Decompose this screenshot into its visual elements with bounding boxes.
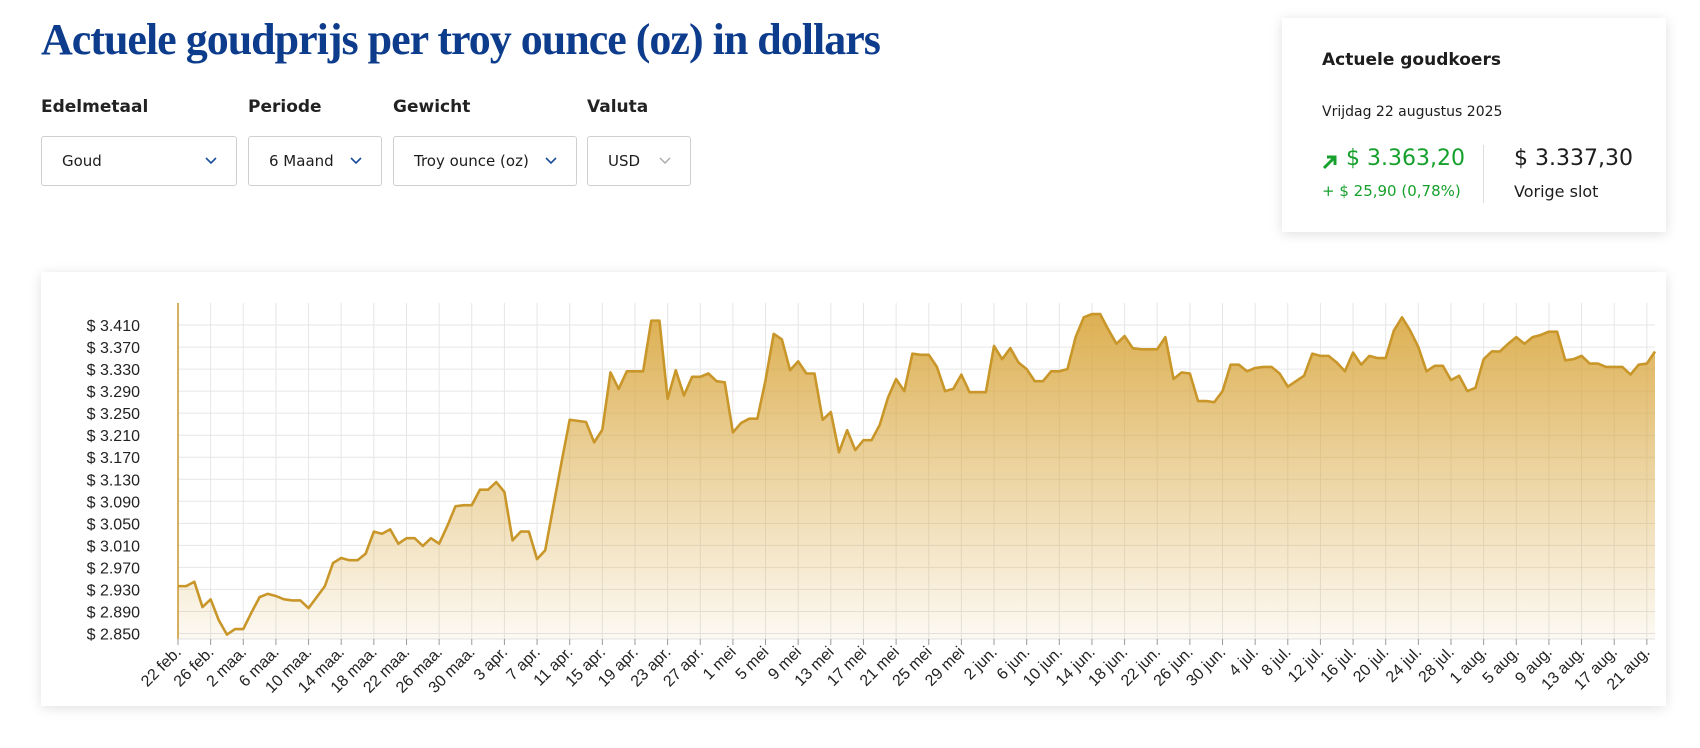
y-tick-label: $ 2.930 bbox=[87, 582, 140, 599]
card-date: Vrijdag 22 augustus 2025 bbox=[1322, 104, 1503, 120]
y-tick-label: $ 3.250 bbox=[87, 406, 140, 423]
page-title: Actuele goudprijs per troy ounce (oz) in… bbox=[41, 15, 881, 64]
filter-label: Valuta bbox=[587, 97, 649, 117]
x-tick-label: 2 jun. bbox=[961, 644, 1001, 684]
area bbox=[178, 314, 1655, 639]
y-tick-label: $ 2.970 bbox=[87, 560, 140, 577]
chevron bbox=[205, 157, 217, 165]
rate-card: Actuele goudkoers Vrijdag 22 augustus 20… bbox=[1282, 18, 1666, 232]
metal-select[interactable]: Goud bbox=[41, 136, 237, 186]
current-price: $ 3.363,20 bbox=[1346, 146, 1465, 171]
divider bbox=[1483, 145, 1484, 203]
line bbox=[178, 312, 1657, 636]
x-tick-label: 20 jul. bbox=[1350, 644, 1392, 686]
y-tick-label: $ 2.850 bbox=[87, 626, 140, 643]
y-tick-label: $ 3.050 bbox=[87, 516, 140, 533]
chevron bbox=[659, 157, 671, 164]
filter-label: Gewicht bbox=[393, 97, 471, 117]
x-tick-label: 4 jul. bbox=[1226, 644, 1262, 680]
y-tick-label: $ 3.330 bbox=[87, 362, 140, 379]
y-tick-label: $ 3.090 bbox=[87, 494, 140, 511]
card-title: Actuele goudkoers bbox=[1322, 50, 1501, 70]
x-tick-label: 1 mei bbox=[700, 644, 740, 684]
chevron bbox=[350, 157, 362, 165]
x-tick-label: 16 jul. bbox=[1318, 644, 1360, 686]
select-value: Goud bbox=[62, 152, 102, 170]
filter-label: Edelmetaal bbox=[41, 97, 149, 117]
price-change: + $ 25,90 (0,78%) bbox=[1322, 182, 1461, 200]
y-tick-label: $ 3.210 bbox=[87, 428, 140, 445]
x-tick-label: 3 apr. bbox=[471, 644, 511, 684]
y-tick-label: $ 3.130 bbox=[87, 472, 140, 489]
previous-label: Vorige slot bbox=[1514, 182, 1599, 201]
up-arrow bbox=[1322, 155, 1337, 170]
period-select[interactable]: 6 Maand bbox=[248, 136, 382, 186]
select-value: 6 Maand bbox=[269, 152, 334, 170]
select-value: USD bbox=[608, 152, 641, 170]
x-tick-label: 12 jul. bbox=[1285, 644, 1327, 686]
currency-select[interactable]: USD bbox=[587, 136, 691, 186]
select-value: Troy ounce (oz) bbox=[414, 152, 529, 170]
x-tick-label: 24 jul. bbox=[1383, 644, 1425, 686]
filter-label: Periode bbox=[248, 97, 322, 117]
x-tick-label: 5 mei bbox=[733, 644, 773, 684]
y-tick-label: $ 3.010 bbox=[87, 538, 140, 555]
y-tick-label: $ 3.290 bbox=[87, 384, 140, 401]
y-tick-label: $ 3.370 bbox=[87, 340, 140, 357]
previous-price: $ 3.337,30 bbox=[1514, 146, 1633, 171]
y-tick-label: $ 2.890 bbox=[87, 604, 140, 621]
y-tick-label: $ 3.170 bbox=[87, 450, 140, 467]
chevron bbox=[545, 157, 557, 165]
y-tick-label: $ 3.410 bbox=[87, 318, 140, 335]
weight-select[interactable]: Troy ounce (oz) bbox=[393, 136, 577, 186]
